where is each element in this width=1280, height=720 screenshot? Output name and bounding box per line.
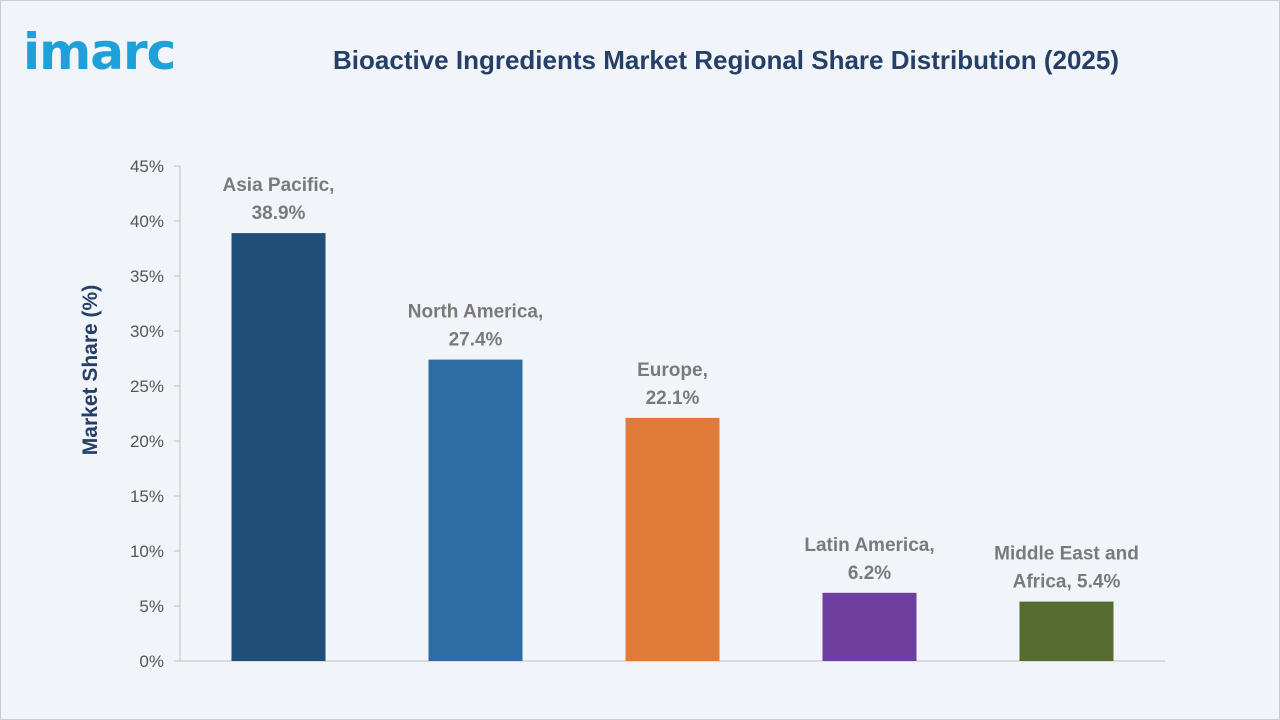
y-tick-label: 5%	[139, 597, 164, 616]
y-tick-label: 10%	[130, 542, 164, 561]
y-tick-label: 25%	[130, 377, 164, 396]
y-axis-title: Market Share (%)	[79, 285, 102, 455]
y-tick-label: 20%	[130, 432, 164, 451]
bar	[822, 592, 917, 661]
data-labels: Asia Pacific, 38.9% North America, 27.4% Eur…	[223, 175, 1139, 592]
y-tick-label: 30%	[130, 322, 164, 341]
y-tick-label: 0%	[139, 652, 164, 671]
bar	[428, 359, 523, 661]
data-label: Latin America, 6.2%	[804, 535, 934, 584]
bar	[231, 233, 326, 661]
bars	[231, 233, 1114, 661]
y-tick-label: 35%	[130, 267, 164, 286]
bar	[625, 417, 720, 661]
imarc-logo: imarc	[23, 23, 176, 81]
y-axis: 0% 5% 10% 15% 20% 25% 30% 35% 40% 45%	[130, 157, 181, 671]
data-label: Asia Pacific, 38.9%	[223, 175, 335, 224]
bar	[1019, 601, 1114, 661]
y-tick-label: 15%	[130, 487, 164, 506]
data-label: Europe, 22.1%	[637, 360, 708, 409]
y-tick-label: 45%	[130, 157, 164, 176]
chart-title: Bioactive Ingredients Market Regional Sh…	[333, 45, 1119, 75]
data-label: North America, 27.4%	[408, 302, 544, 351]
data-label: Middle East and Africa, 5.4%	[994, 544, 1139, 593]
y-tick-label: 40%	[130, 212, 164, 231]
